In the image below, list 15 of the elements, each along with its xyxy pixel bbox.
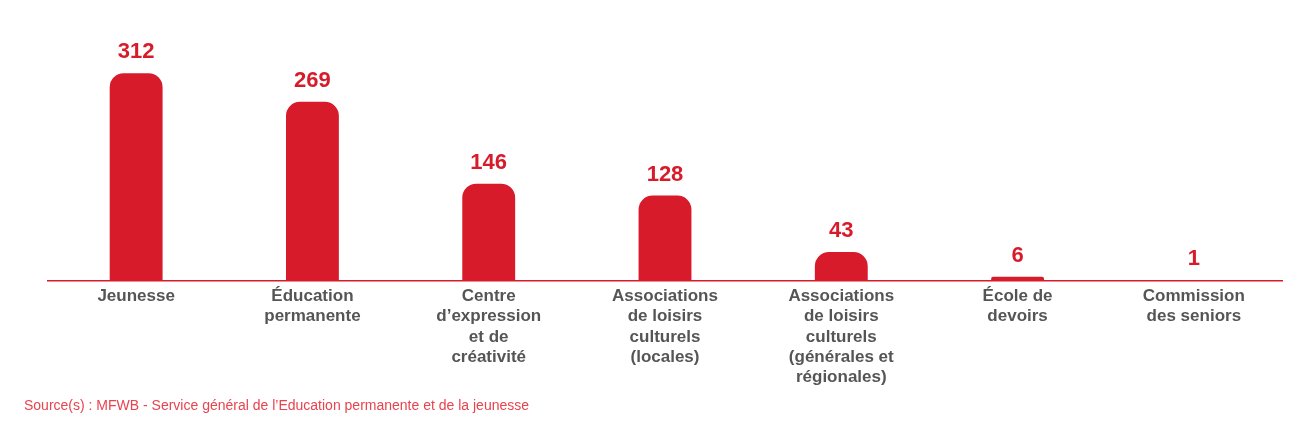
- data-label: 128: [646, 160, 684, 186]
- data-label: 6: [1011, 241, 1024, 267]
- x-tick-label: Associations de loisirs culturels (locales): [612, 286, 718, 366]
- data-label: 146: [470, 148, 508, 174]
- data-label: 269: [294, 66, 331, 92]
- x-tick-label: Jeunesse: [97, 286, 175, 306]
- data-label: 1: [1187, 245, 1200, 271]
- x-tick-label: Commission des seniors: [1142, 286, 1245, 326]
- data-label: 312: [117, 38, 155, 64]
- data-label: 43: [829, 217, 854, 243]
- source-note: Source(s) : MFWB - Service général de l’Education permanente et de la jeunesse: [24, 396, 530, 413]
- x-tick-label: Associations de loisirs culturels (générales et régionales): [788, 286, 895, 386]
- x-tick-label: École de devoirs: [982, 286, 1053, 326]
- x-tick-label: Centre d’expression et de créativité: [436, 286, 542, 366]
- x-tick-label: Éducation permanente: [264, 286, 361, 326]
